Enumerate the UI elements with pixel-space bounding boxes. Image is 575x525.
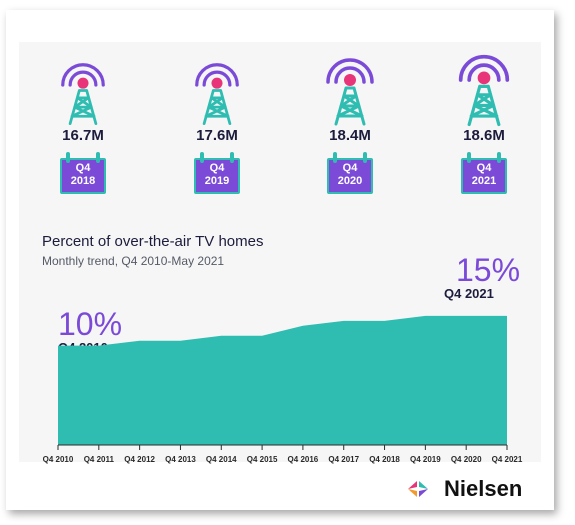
chart-subtitle: Monthly trend, Q4 2010-May 2021	[42, 254, 225, 268]
x-tick-label: Q4 2018	[369, 455, 400, 464]
x-tick-label: Q4 2015	[247, 455, 278, 464]
x-tick-label: Q4 2010	[43, 455, 74, 464]
calendar-quarter: Q4	[75, 162, 91, 174]
broadcast-tower-icon	[458, 54, 510, 126]
nielsen-logo-text: Nielsen	[444, 476, 523, 501]
broadcast-tower-icon	[195, 63, 239, 126]
tower-value-2020: 18.4M	[329, 127, 371, 144]
x-tick-label: Q4 2017	[328, 455, 359, 464]
annotation-start-value: 10%	[58, 306, 123, 342]
nielsen-logo: Nielsen	[404, 476, 544, 502]
calendar-icon: Q4 2021	[461, 152, 507, 194]
chart-title: Percent of over-the-air TV homes	[42, 233, 264, 250]
x-tick-label: Q4 2013	[165, 455, 196, 464]
tower-value-2019: 17.6M	[196, 127, 238, 144]
tower-value-2021: 18.6M	[463, 127, 505, 144]
annotation-end-value: 15%	[456, 252, 521, 288]
calendar-year: 2020	[337, 175, 363, 187]
tower-value-2018: 16.7M	[62, 127, 104, 144]
x-tick-label: Q4 2014	[206, 455, 237, 464]
nielsen-logo-icon	[408, 481, 428, 497]
calendar-year: 2018	[70, 175, 96, 187]
calendar-label-2019: Q4 2019	[194, 162, 240, 188]
calendar-year: 2019	[204, 175, 230, 187]
calendar-label-2021: Q4 2021	[461, 162, 507, 188]
x-tick-label: Q4 2021	[492, 455, 523, 464]
x-tick-label: Q4 2011	[84, 455, 115, 464]
calendar-icon: Q4 2018	[60, 152, 106, 194]
area-series	[58, 315, 507, 445]
broadcast-tower-icon	[61, 63, 105, 126]
broadcast-tower-icon	[326, 58, 374, 126]
calendar-label-2020: Q4 2020	[327, 162, 373, 188]
calendar-quarter: Q4	[342, 162, 358, 174]
calendar-quarter: Q4	[209, 162, 225, 174]
calendar-icon: Q4 2019	[194, 152, 240, 194]
calendar-year: 2021	[471, 175, 497, 187]
x-tick-label: Q4 2019	[410, 455, 441, 464]
x-tick-label: Q4 2020	[451, 455, 482, 464]
x-tick-label: Q4 2016	[288, 455, 319, 464]
calendar-icon: Q4 2020	[327, 152, 373, 194]
calendar-label-2018: Q4 2018	[60, 162, 106, 188]
calendar-quarter: Q4	[476, 162, 492, 174]
annotation-end-label: Q4 2021	[444, 286, 494, 301]
x-tick-label: Q4 2012	[124, 455, 155, 464]
